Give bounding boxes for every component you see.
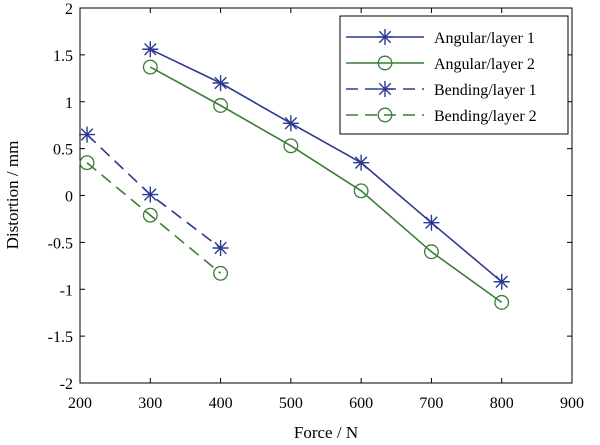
series-angular-layer-1 [142, 41, 510, 290]
series-angular-layer-2 [142, 59, 510, 310]
y-tick-label: 0 [65, 189, 73, 206]
data-point-circle [423, 244, 439, 260]
y-tick-labels: -2 -1.5 -1 -0.5 0 0.5 1 1.5 2 [48, 1, 73, 393]
legend-entry: Angular/layer 2 [346, 55, 535, 73]
x-tick-label: 600 [349, 395, 373, 412]
data-point-asterisk [377, 29, 393, 45]
series-bending-layer-1 [79, 126, 229, 256]
data-point-circle [283, 138, 299, 154]
x-tick-label: 800 [490, 395, 514, 412]
x-tick-label: 700 [419, 395, 443, 412]
data-point-circle [377, 55, 393, 71]
data-point-asterisk [142, 186, 159, 203]
x-tick-labels: 200 300 400 500 600 700 800 900 [68, 395, 584, 412]
y-tick-label: -1.5 [48, 329, 73, 346]
series-line [149, 66, 503, 304]
data-point-asterisk [377, 81, 393, 97]
legend: Angular/layer 1 Angular/layer 2 Bending/la… [339, 15, 569, 135]
series-layer [79, 41, 510, 310]
data-point-circle [377, 107, 393, 123]
y-tick-label: 2 [65, 1, 73, 18]
legend-label: Bending/layer 1 [434, 82, 537, 99]
legend-entry: Bending/layer 1 [346, 81, 537, 99]
data-point-asterisk [142, 41, 159, 58]
legend-entry: Angular/layer 1 [346, 29, 535, 47]
legend-label: Angular/layer 2 [434, 56, 535, 73]
y-tick-label: -0.5 [48, 235, 73, 252]
y-axis-title: Distortion / mm [3, 141, 22, 250]
data-point-asterisk [212, 240, 229, 256]
data-point-asterisk [423, 214, 440, 231]
data-point-circle [142, 207, 158, 223]
x-tick-label: 200 [68, 395, 92, 412]
data-point-circle [79, 155, 95, 171]
legend-entry: Bending/layer 2 [346, 107, 537, 125]
data-point-circle [494, 294, 510, 310]
data-point-asterisk [353, 154, 370, 171]
series-bending-layer-2 [79, 155, 229, 281]
axis-ticks [79, 7, 573, 384]
series-line [86, 162, 222, 274]
data-point-circle [213, 98, 229, 113]
legend-label: Bending/layer 2 [434, 108, 537, 125]
data-point-asterisk [212, 75, 229, 91]
y-tick-label: 1 [65, 95, 73, 112]
data-point-circle [353, 183, 369, 199]
x-axis-title: Force / N [294, 423, 358, 442]
series-line [149, 48, 503, 283]
y-tick-label: -2 [60, 376, 73, 393]
data-point-asterisk [282, 115, 299, 132]
y-tick-label: 0.5 [53, 142, 73, 159]
legend-label: Angular/layer 1 [434, 30, 535, 47]
x-tick-label: 500 [279, 395, 303, 412]
data-point-circle [142, 59, 158, 75]
y-tick-label: -1 [60, 282, 73, 299]
x-tick-label: 900 [560, 395, 584, 412]
y-tick-label: 1.5 [53, 48, 73, 65]
x-tick-label: 300 [138, 395, 162, 412]
data-point-asterisk [79, 126, 96, 143]
data-point-circle [213, 265, 229, 281]
data-point-asterisk [493, 273, 510, 290]
x-tick-label: 400 [209, 395, 233, 412]
